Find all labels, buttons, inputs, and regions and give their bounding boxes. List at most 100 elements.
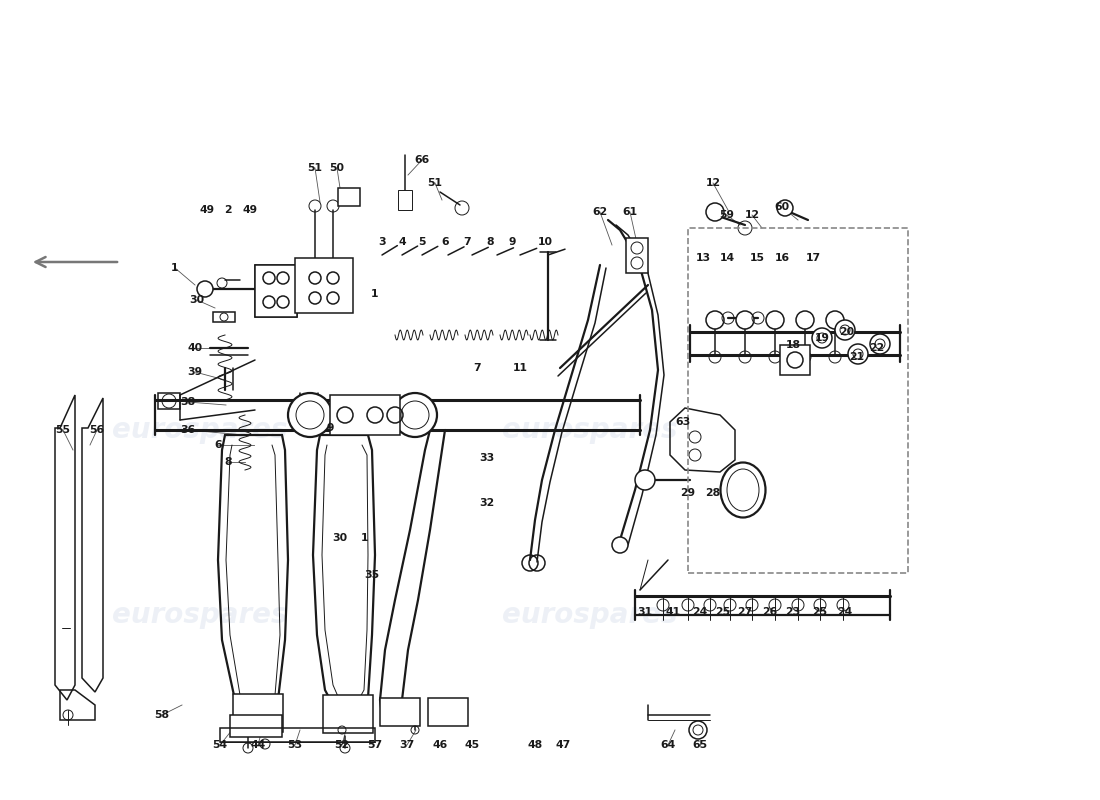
Text: 65: 65 [692, 740, 707, 750]
Text: 21: 21 [849, 352, 865, 362]
Text: 32: 32 [480, 498, 495, 508]
Circle shape [288, 393, 332, 437]
Text: 49: 49 [199, 205, 214, 215]
Text: 47: 47 [556, 740, 571, 750]
Bar [233, 694, 283, 732]
Text: 54: 54 [212, 740, 228, 750]
Bar [213, 312, 235, 322]
Text: 25: 25 [813, 607, 827, 617]
Text: 38: 38 [180, 397, 196, 407]
Bar [295, 258, 353, 313]
Circle shape [835, 320, 855, 340]
Text: 63: 63 [675, 417, 691, 427]
Text: 35: 35 [364, 570, 380, 580]
Text: 10: 10 [538, 237, 552, 247]
Text: 50: 50 [330, 163, 344, 173]
Text: 1: 1 [361, 533, 368, 543]
Text: 61: 61 [623, 207, 638, 217]
Text: 23: 23 [785, 607, 801, 617]
Text: 44: 44 [251, 740, 265, 750]
Text: 29: 29 [681, 488, 695, 498]
Circle shape [812, 328, 832, 348]
Text: 27: 27 [737, 607, 752, 617]
Text: 8: 8 [486, 237, 494, 247]
Text: 6: 6 [214, 440, 222, 450]
Text: 12: 12 [705, 178, 720, 188]
Text: 59: 59 [719, 210, 735, 220]
Text: 53: 53 [287, 740, 303, 750]
Text: 33: 33 [480, 453, 495, 463]
Text: 51: 51 [308, 163, 322, 173]
Text: 60: 60 [774, 202, 790, 212]
Text: 56: 56 [89, 425, 104, 435]
Text: 64: 64 [660, 740, 675, 750]
Text: 36: 36 [180, 425, 196, 435]
Text: 46: 46 [432, 740, 448, 750]
Circle shape [635, 470, 654, 490]
Text: 1: 1 [372, 289, 378, 299]
Text: 1: 1 [172, 263, 178, 273]
Text: 4: 4 [398, 237, 406, 247]
Text: 55: 55 [55, 425, 70, 435]
Circle shape [848, 344, 868, 364]
Circle shape [689, 721, 707, 739]
Bar [338, 188, 360, 206]
Text: 51: 51 [428, 178, 442, 188]
Text: 57: 57 [367, 740, 383, 750]
Bar [688, 228, 908, 573]
Text: 13: 13 [695, 253, 711, 263]
Text: 24: 24 [837, 607, 852, 617]
Text: 66: 66 [415, 155, 430, 165]
Text: 45: 45 [464, 740, 480, 750]
Bar [379, 698, 420, 726]
Text: 15: 15 [749, 253, 764, 263]
Text: eurospares: eurospares [112, 416, 288, 444]
Bar [626, 238, 648, 273]
Text: 24: 24 [692, 607, 707, 617]
Text: 40: 40 [187, 343, 202, 353]
Text: 62: 62 [593, 207, 607, 217]
Text: 14: 14 [719, 253, 735, 263]
Text: 9: 9 [327, 423, 333, 433]
Text: 17: 17 [805, 253, 821, 263]
Circle shape [706, 311, 724, 329]
Text: 12: 12 [745, 210, 760, 220]
Bar [158, 393, 180, 409]
Text: 7: 7 [473, 363, 481, 373]
Text: 49: 49 [242, 205, 257, 215]
Circle shape [393, 393, 437, 437]
Text: 19: 19 [814, 333, 829, 343]
Circle shape [870, 334, 890, 354]
Text: 30: 30 [332, 533, 348, 543]
Bar [323, 695, 373, 733]
Text: 20: 20 [839, 327, 855, 337]
Text: 6: 6 [441, 237, 449, 247]
Circle shape [612, 537, 628, 553]
Bar [230, 715, 282, 737]
Text: 31: 31 [637, 607, 652, 617]
Bar [330, 395, 400, 435]
Text: 22: 22 [869, 343, 884, 353]
Text: 28: 28 [705, 488, 720, 498]
Text: 3: 3 [378, 237, 386, 247]
Text: 25: 25 [715, 607, 730, 617]
Bar [398, 190, 412, 210]
Text: 18: 18 [785, 340, 801, 350]
Text: 39: 39 [187, 367, 202, 377]
Text: 37: 37 [399, 740, 415, 750]
Text: 30: 30 [189, 295, 205, 305]
Text: 9: 9 [508, 237, 516, 247]
Circle shape [706, 203, 724, 221]
Bar [220, 728, 375, 742]
Text: 7: 7 [463, 237, 471, 247]
Text: 26: 26 [762, 607, 778, 617]
Circle shape [826, 311, 844, 329]
Text: 58: 58 [154, 710, 169, 720]
Circle shape [777, 200, 793, 216]
Text: eurospares: eurospares [112, 601, 288, 629]
Text: 48: 48 [527, 740, 542, 750]
Circle shape [736, 311, 754, 329]
Text: 2: 2 [224, 205, 232, 215]
Bar [780, 345, 810, 375]
Circle shape [796, 311, 814, 329]
